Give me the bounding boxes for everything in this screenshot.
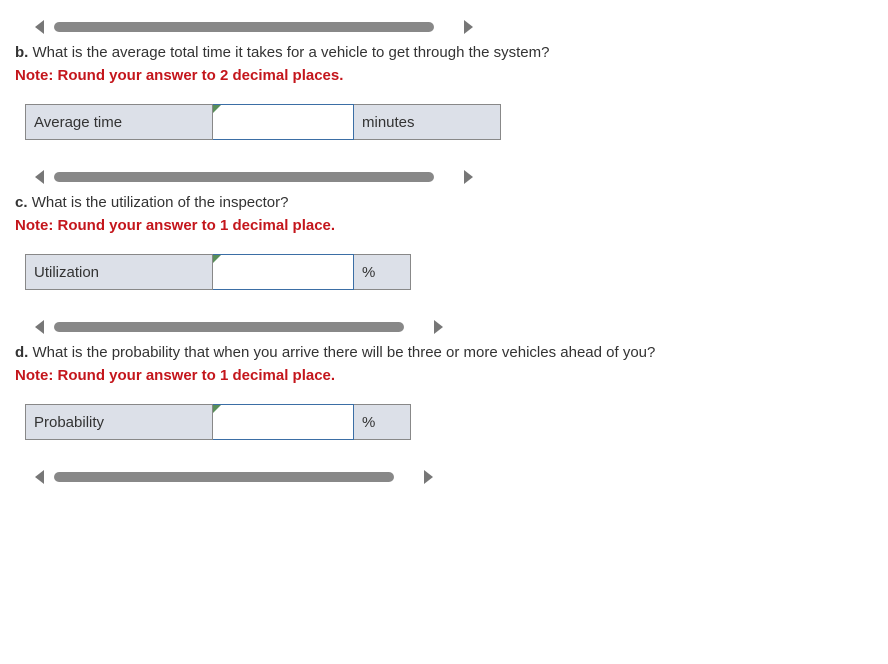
- question-c: c. What is the utilization of the inspec…: [15, 170, 873, 290]
- answer-input-cell[interactable]: [213, 105, 354, 140]
- answer-label: Utilization: [26, 255, 213, 290]
- scroll-widget-top-b: [35, 20, 873, 34]
- answer-table-c: Utilization %: [25, 254, 411, 290]
- scroll-bar[interactable]: [54, 472, 394, 482]
- part-label: b.: [15, 44, 28, 61]
- scroll-left-icon[interactable]: [35, 20, 44, 34]
- answer-label: Probability: [26, 405, 213, 440]
- question-text: What is the utilization of the inspector…: [32, 194, 289, 211]
- scroll-widget-top-c: [35, 170, 873, 184]
- scroll-bar[interactable]: [54, 322, 404, 332]
- question-d-prompt: d. What is the probability that when you…: [15, 342, 873, 363]
- scroll-right-icon[interactable]: [424, 470, 433, 484]
- question-text: What is the probability that when you ar…: [33, 344, 656, 361]
- part-label: c.: [15, 194, 28, 211]
- question-b: b. What is the average total time it tak…: [15, 20, 873, 140]
- probability-input[interactable]: [213, 405, 353, 439]
- answer-input-cell[interactable]: [213, 405, 354, 440]
- answer-table-b: Average time minutes: [25, 104, 501, 140]
- scroll-bar[interactable]: [54, 22, 434, 32]
- answer-input-cell[interactable]: [213, 255, 354, 290]
- scroll-left-icon[interactable]: [35, 470, 44, 484]
- scroll-bar[interactable]: [54, 172, 434, 182]
- answer-unit: minutes: [354, 105, 501, 140]
- question-d-note: Note: Round your answer to 1 decimal pla…: [15, 367, 873, 384]
- question-c-note: Note: Round your answer to 1 decimal pla…: [15, 217, 873, 234]
- question-d: d. What is the probability that when you…: [15, 320, 873, 484]
- answer-unit: %: [354, 255, 411, 290]
- question-c-prompt: c. What is the utilization of the inspec…: [15, 192, 873, 213]
- scroll-left-icon[interactable]: [35, 170, 44, 184]
- average-time-input[interactable]: [213, 105, 353, 139]
- answer-table-d: Probability %: [25, 404, 411, 440]
- question-b-note: Note: Round your answer to 2 decimal pla…: [15, 67, 873, 84]
- scroll-widget-bottom-d: [35, 470, 873, 484]
- answer-label: Average time: [26, 105, 213, 140]
- utilization-input[interactable]: [213, 255, 353, 289]
- scroll-right-icon[interactable]: [434, 320, 443, 334]
- scroll-right-icon[interactable]: [464, 170, 473, 184]
- answer-unit: %: [354, 405, 411, 440]
- question-b-prompt: b. What is the average total time it tak…: [15, 42, 873, 63]
- question-text: What is the average total time it takes …: [33, 44, 550, 61]
- scroll-right-icon[interactable]: [464, 20, 473, 34]
- part-label: d.: [15, 344, 28, 361]
- scroll-widget-top-d: [35, 320, 873, 334]
- scroll-left-icon[interactable]: [35, 320, 44, 334]
